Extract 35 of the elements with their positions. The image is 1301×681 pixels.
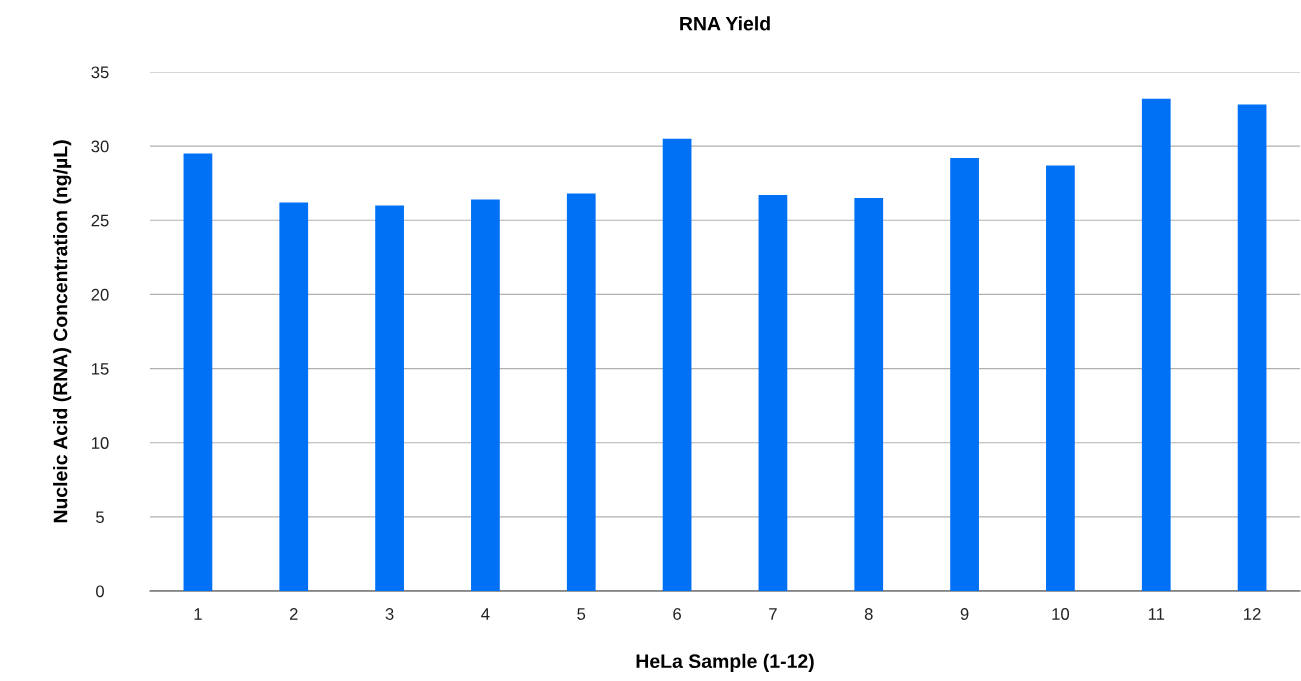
bar [1141, 98, 1171, 591]
x-tick-label: 10 [1052, 608, 1070, 620]
y-tick-label: 25 [91, 214, 109, 227]
y-tick-label: 10 [92, 437, 109, 449]
x-tick-label: 1 [194, 608, 202, 620]
y-tick-label: 5 [96, 511, 104, 524]
bar [1237, 104, 1267, 591]
y-tick-label: 35 [91, 66, 109, 79]
x-tick-label: 12 [1244, 608, 1261, 620]
x-tick-label: 9 [960, 608, 969, 620]
y-tick-label: 0 [96, 585, 104, 598]
bar [279, 202, 309, 591]
bar [375, 205, 404, 591]
y-tick-label: 20 [91, 288, 109, 301]
bar [854, 198, 884, 591]
x-tick-label: 6 [673, 608, 681, 620]
bar [662, 138, 692, 591]
x-tick-label: 11 [1148, 608, 1165, 620]
x-tick-label: 7 [769, 608, 777, 620]
chart-title: RNA Yield [680, 16, 770, 31]
x-tick-label: 3 [385, 608, 394, 620]
x-tick-label: 4 [481, 608, 490, 620]
bar [566, 193, 596, 591]
x-axis-title: HeLa Sample (1-12) [636, 653, 814, 672]
x-tick-label: 8 [864, 608, 873, 620]
x-tick-label: 2 [289, 608, 298, 620]
x-tick-label: 5 [577, 608, 586, 620]
bar [1046, 165, 1075, 591]
bar [471, 199, 500, 591]
y-tick-label: 30 [91, 140, 109, 153]
bar [183, 153, 213, 591]
bar [950, 158, 979, 591]
bar [758, 195, 788, 591]
y-axis-title: Nucleic Acid (RNA) Concentration (ng/µL) [53, 140, 72, 523]
y-tick-label: 15 [92, 363, 109, 375]
